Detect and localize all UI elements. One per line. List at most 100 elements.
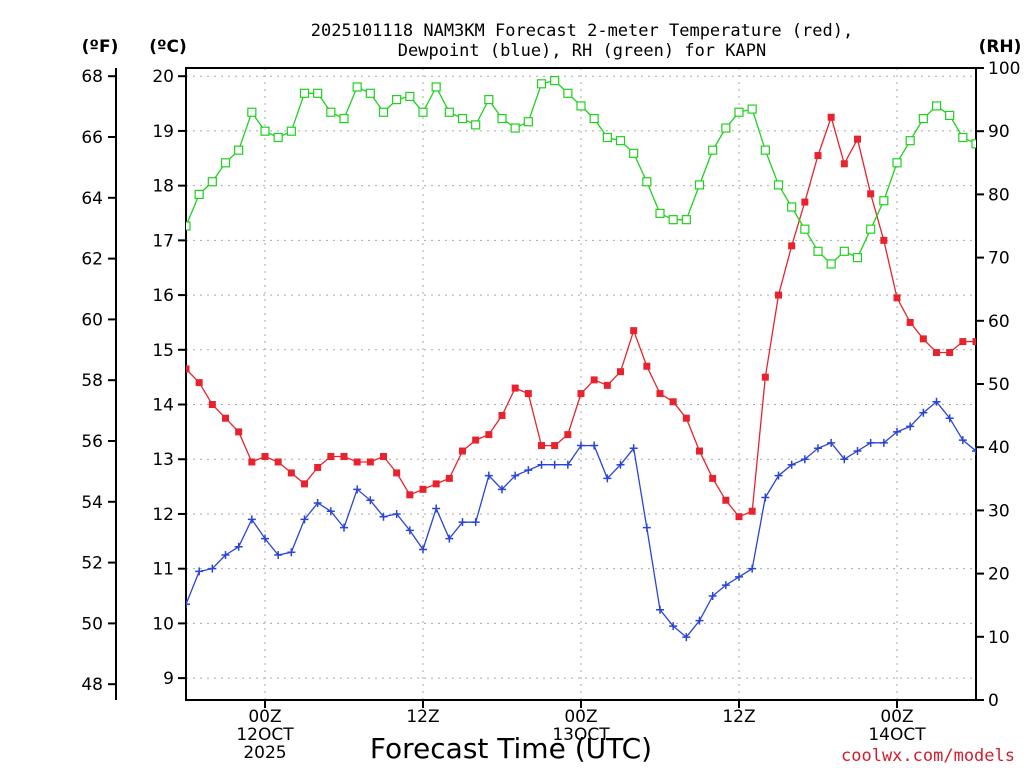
data-point-marker bbox=[207, 177, 217, 187]
data-point-marker bbox=[906, 422, 915, 431]
data-point-marker bbox=[457, 113, 468, 124]
celsius-tick-label: 18 bbox=[152, 177, 174, 197]
data-point-marker bbox=[537, 460, 546, 469]
data-point-marker bbox=[392, 509, 401, 518]
data-point-marker bbox=[222, 414, 229, 422]
data-point-marker bbox=[695, 616, 704, 625]
data-point-marker bbox=[287, 469, 295, 477]
data-point-marker bbox=[617, 368, 624, 376]
data-point-marker bbox=[972, 447, 976, 456]
data-point-marker bbox=[761, 373, 769, 381]
chart-title-line-2: Dewpoint (blue), RH (green) for KAPN bbox=[398, 41, 766, 61]
rh-tick-label: 100 bbox=[988, 59, 1020, 79]
data-point-marker bbox=[853, 447, 862, 456]
data-point-marker bbox=[300, 515, 309, 524]
fahrenheit-tick-label: 50 bbox=[81, 614, 103, 634]
data-series bbox=[186, 76, 976, 642]
data-point-marker bbox=[681, 215, 691, 225]
rh-tick-label: 10 bbox=[988, 628, 1010, 648]
data-point-marker bbox=[735, 513, 743, 521]
data-point-marker bbox=[352, 82, 362, 92]
data-point-marker bbox=[775, 291, 782, 299]
data-point-marker bbox=[418, 107, 428, 117]
celsius-tick-label: 20 bbox=[152, 67, 174, 87]
data-point-marker bbox=[945, 110, 955, 121]
data-point-marker bbox=[194, 189, 204, 199]
data-point-marker bbox=[484, 471, 493, 480]
data-point-marker bbox=[511, 471, 520, 480]
data-point-marker bbox=[195, 567, 204, 576]
data-point-marker bbox=[538, 442, 545, 450]
rh-tick-label: 60 bbox=[988, 312, 1010, 332]
data-point-marker bbox=[419, 485, 427, 493]
data-point-marker bbox=[603, 474, 612, 483]
data-point-marker bbox=[682, 414, 690, 422]
data-point-marker bbox=[235, 428, 243, 436]
data-point-marker bbox=[286, 126, 296, 136]
data-point-marker bbox=[839, 246, 849, 256]
celsius-tick-label: 13 bbox=[152, 450, 174, 470]
data-point-marker bbox=[866, 224, 876, 234]
series-temperature bbox=[186, 113, 976, 521]
data-point-marker bbox=[379, 512, 388, 521]
data-point-marker bbox=[630, 327, 638, 335]
data-point-marker bbox=[721, 123, 731, 133]
data-point-marker bbox=[616, 460, 625, 469]
data-point-marker bbox=[301, 480, 308, 488]
data-point-marker bbox=[326, 107, 336, 117]
x-tick-label: 2025 bbox=[243, 743, 286, 763]
data-point-marker bbox=[655, 208, 665, 218]
data-point-marker bbox=[615, 136, 626, 146]
data-point-marker bbox=[431, 82, 441, 92]
data-point-marker bbox=[800, 455, 809, 464]
data-point-marker bbox=[405, 91, 415, 102]
data-point-marker bbox=[747, 104, 757, 114]
data-point-marker bbox=[510, 123, 520, 133]
credit-text: coolwx.com/models bbox=[841, 746, 1015, 766]
data-point-marker bbox=[682, 633, 691, 642]
data-point-marker bbox=[551, 442, 559, 450]
data-point-marker bbox=[339, 113, 349, 124]
data-point-marker bbox=[313, 88, 323, 98]
fahrenheit-tick-label: 52 bbox=[81, 554, 103, 574]
x-tick-label: 12Z bbox=[722, 707, 755, 727]
data-point-marker bbox=[392, 94, 402, 105]
data-point-marker bbox=[893, 294, 901, 302]
rh-axis-unit: (RH) bbox=[979, 37, 1022, 57]
data-point-marker bbox=[380, 453, 387, 461]
rh-tick-label: 70 bbox=[988, 249, 1010, 269]
data-point-marker bbox=[393, 469, 401, 477]
data-point-marker bbox=[195, 379, 203, 387]
data-point-marker bbox=[234, 542, 243, 551]
rh-tick-label: 20 bbox=[988, 565, 1010, 585]
fahrenheit-axis-unit: (ºF) bbox=[82, 37, 119, 57]
data-point-marker bbox=[602, 132, 612, 143]
data-point-marker bbox=[971, 139, 976, 149]
data-point-marker bbox=[826, 259, 836, 269]
data-point-marker bbox=[498, 485, 506, 494]
data-point-marker bbox=[709, 474, 717, 482]
data-point-marker bbox=[299, 88, 310, 98]
data-point-marker bbox=[550, 460, 559, 469]
celsius-axis-unit: (ºC) bbox=[149, 37, 187, 57]
data-point-marker bbox=[220, 158, 231, 168]
data-point-marker bbox=[800, 224, 810, 234]
data-point-marker bbox=[840, 160, 848, 168]
data-point-marker bbox=[261, 453, 269, 461]
data-point-marker bbox=[564, 431, 572, 439]
data-point-marker bbox=[563, 88, 573, 98]
series-rh bbox=[186, 76, 976, 269]
data-point-marker bbox=[524, 390, 532, 398]
celsius-tick-label: 11 bbox=[152, 560, 174, 580]
data-point-marker bbox=[444, 107, 454, 117]
data-point-marker bbox=[813, 246, 823, 256]
data-point-marker bbox=[366, 496, 375, 505]
data-point-marker bbox=[590, 376, 598, 384]
data-point-marker bbox=[340, 523, 348, 532]
data-point-marker bbox=[866, 438, 875, 447]
celsius-tick-label: 14 bbox=[152, 396, 174, 416]
data-point-marker bbox=[840, 455, 849, 464]
data-point-marker bbox=[497, 113, 507, 124]
